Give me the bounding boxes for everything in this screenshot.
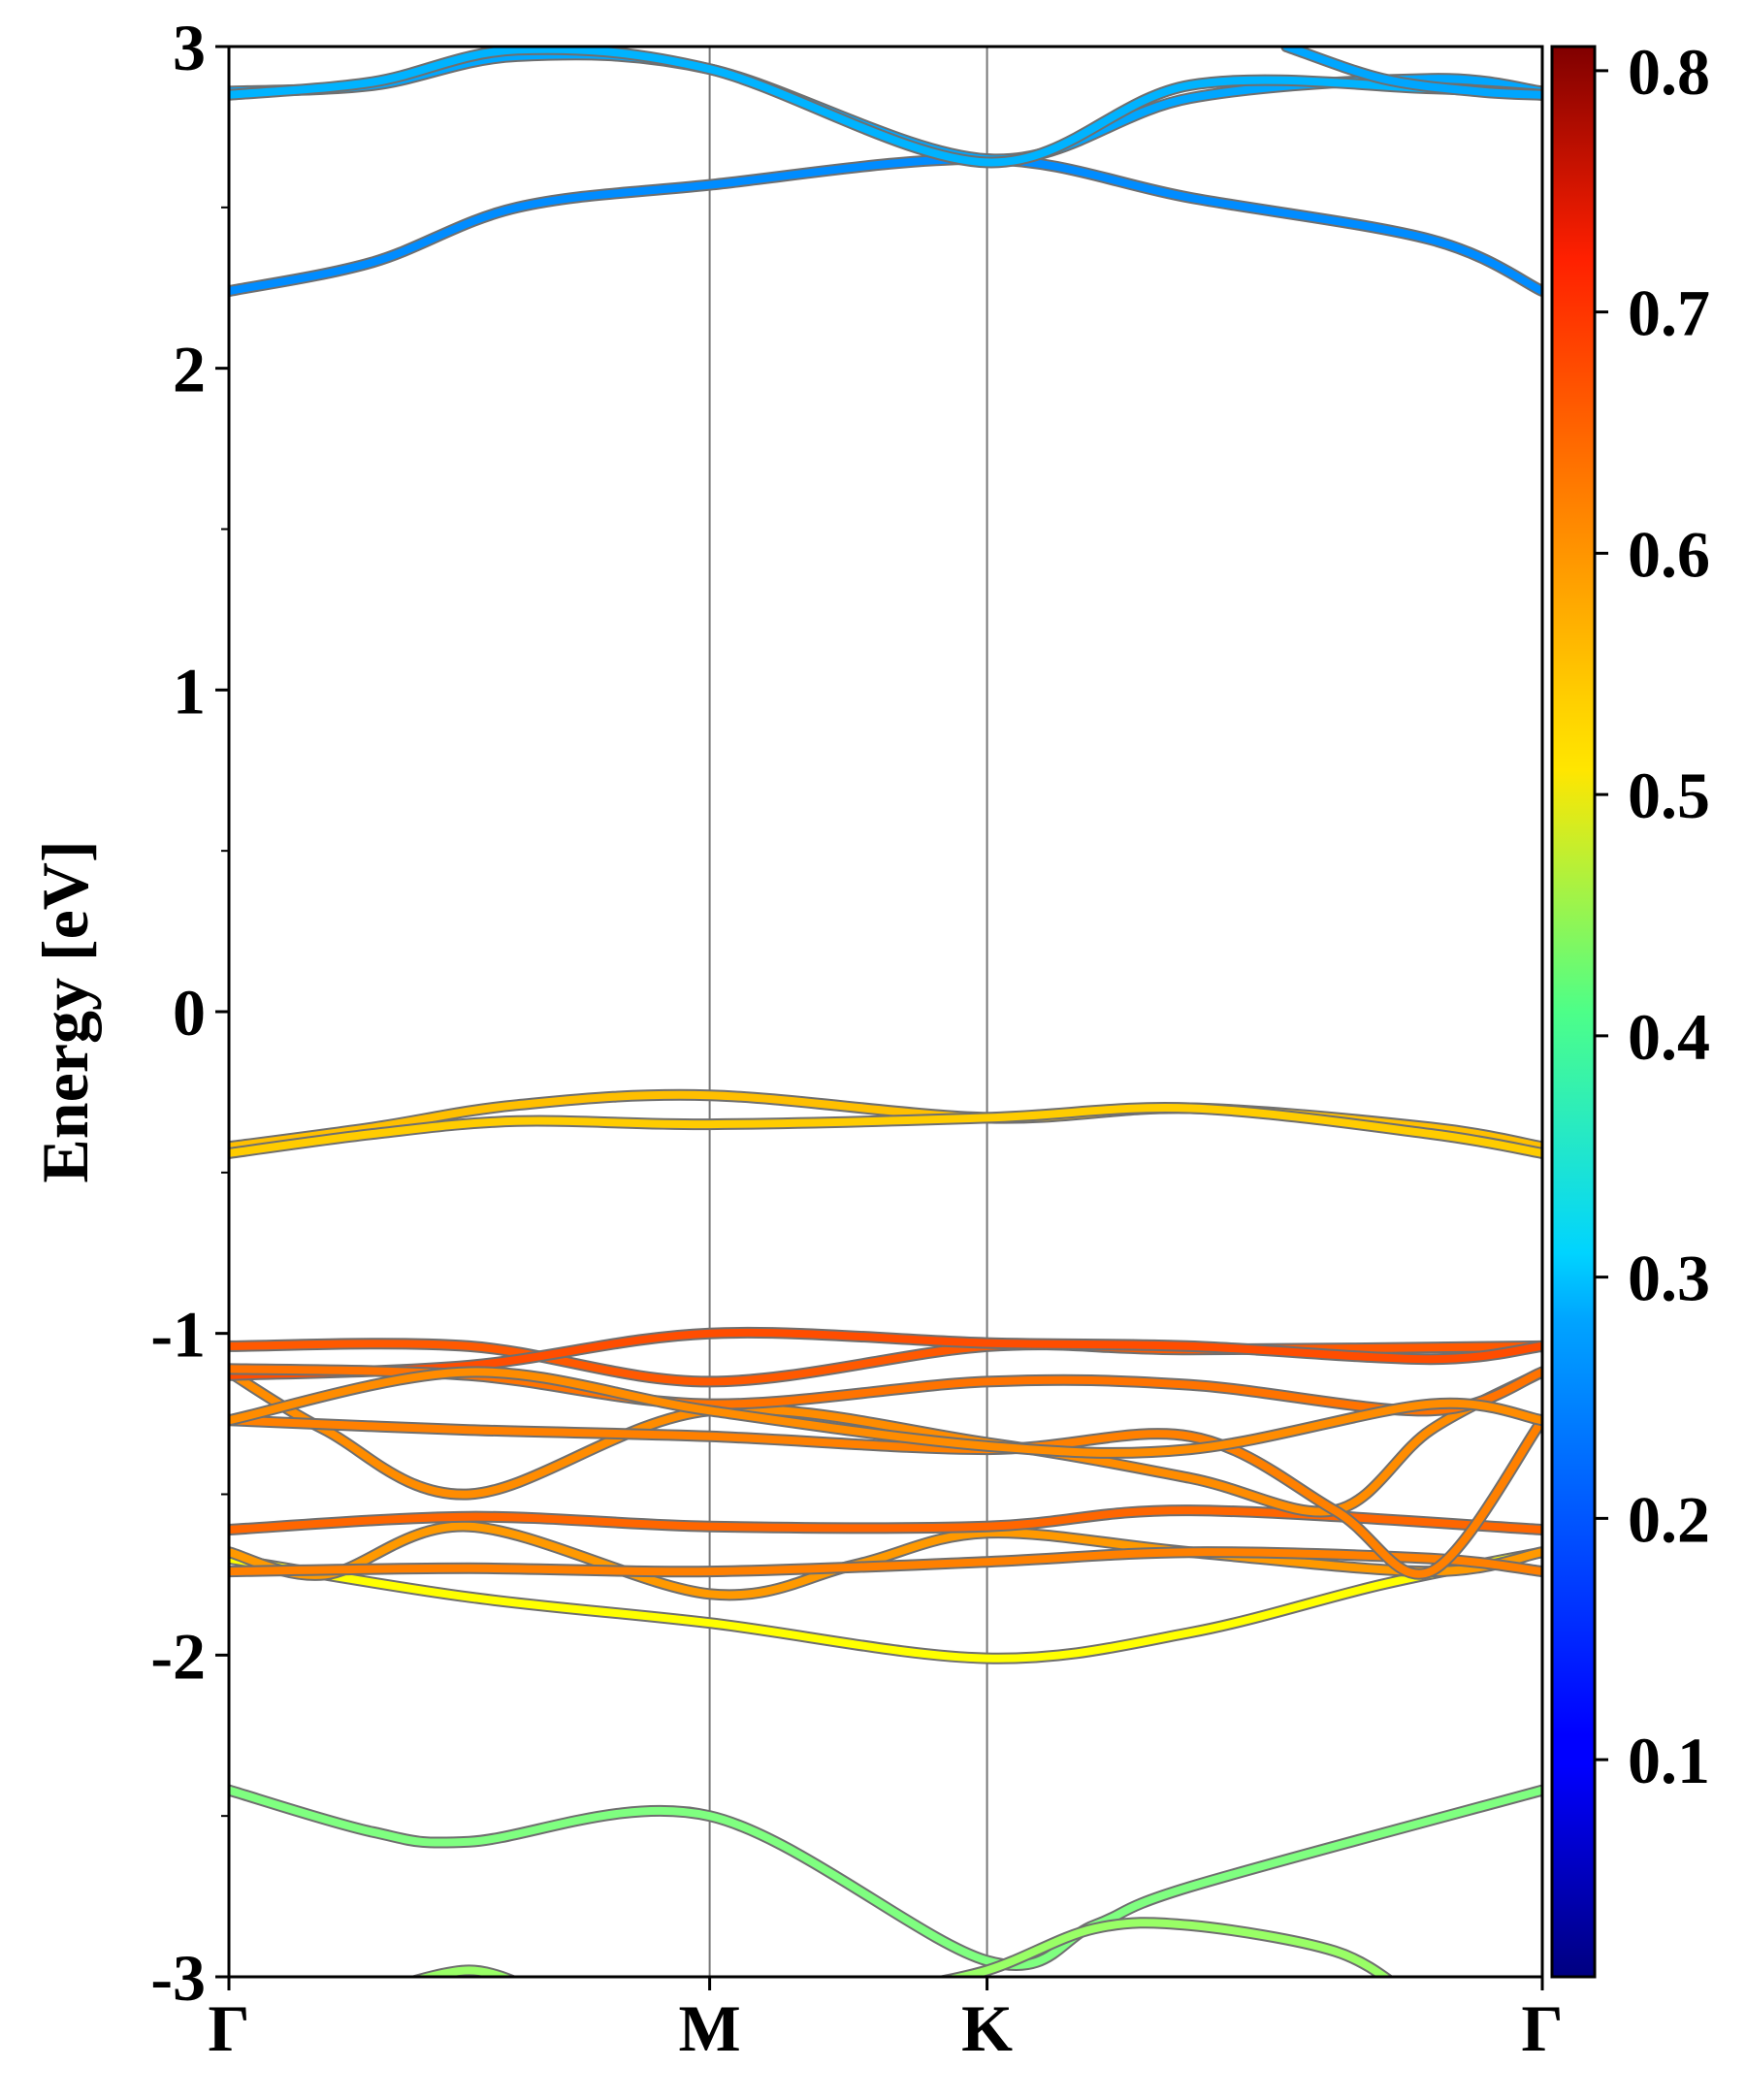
band-line — [229, 1368, 1542, 1516]
y-tick-label: -1 — [150, 1298, 206, 1372]
colorbar-tick-label: 0.7 — [1628, 276, 1710, 350]
y-tick-label: 1 — [173, 654, 206, 727]
band-outline — [229, 1784, 1542, 1972]
band-line — [229, 47, 1542, 167]
colorbar-tick-label: 0.8 — [1628, 35, 1710, 109]
colorbar-gradient — [1550, 45, 1597, 1979]
y-tick-label: -2 — [150, 1619, 206, 1693]
y-tick-label: 0 — [173, 976, 206, 1050]
band-line — [414, 1966, 513, 1977]
x-tick-label: K — [961, 1991, 1013, 2065]
band-outline — [933, 1917, 1395, 1977]
band-line — [943, 1919, 1391, 1977]
x-tick-label: Γ — [208, 1991, 249, 2065]
colorbar-tick-label: 0.2 — [1628, 1482, 1710, 1556]
colorbar-tick-label: 0.1 — [1628, 1724, 1710, 1797]
x-tick-label: Γ — [1521, 1991, 1563, 2065]
plot-frame — [227, 45, 1544, 1979]
band-line — [229, 1786, 1542, 1970]
y-tick-label: 2 — [173, 333, 206, 406]
band-line — [1282, 47, 1542, 99]
colorbar-tick-label: 0.4 — [1628, 1000, 1710, 1074]
band-line — [229, 1328, 1542, 1379]
x-tick-label: M — [679, 1991, 741, 2065]
colorbar-tick-label: 0.5 — [1628, 759, 1710, 832]
band-line — [229, 1506, 1542, 1534]
band-line — [229, 1104, 1542, 1157]
colorbar-tick-label: 0.6 — [1628, 517, 1710, 591]
colorbar-tick-label: 0.3 — [1628, 1242, 1710, 1315]
band-line — [229, 1368, 1542, 1457]
y-tick-label: 3 — [173, 11, 206, 84]
band-line — [229, 1548, 1542, 1663]
band-line — [229, 154, 1542, 296]
y-axis-label: Energy [eV] — [28, 840, 102, 1182]
y-tick-label: -3 — [150, 1941, 206, 2015]
